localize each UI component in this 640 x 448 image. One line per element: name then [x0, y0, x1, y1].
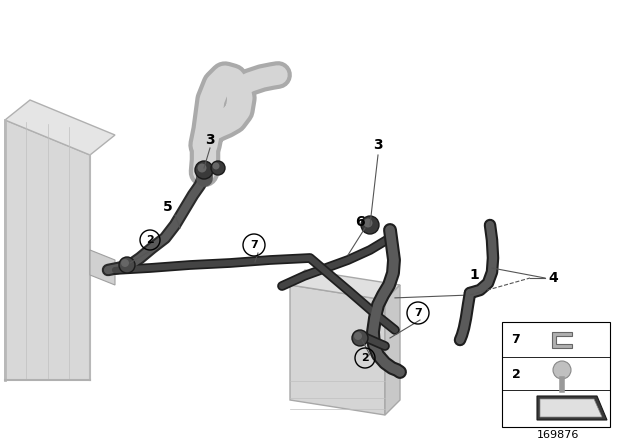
Circle shape: [361, 216, 379, 234]
Polygon shape: [5, 120, 90, 380]
Circle shape: [553, 361, 571, 379]
Text: 4: 4: [548, 271, 558, 285]
Circle shape: [354, 332, 362, 340]
Circle shape: [352, 330, 368, 346]
Polygon shape: [552, 332, 572, 348]
Circle shape: [212, 163, 220, 169]
Text: 3: 3: [373, 138, 383, 152]
Polygon shape: [5, 100, 115, 155]
Text: 2: 2: [511, 367, 520, 380]
Text: 7: 7: [511, 332, 520, 345]
Polygon shape: [537, 396, 607, 420]
Text: 2: 2: [361, 353, 369, 363]
Polygon shape: [385, 285, 400, 415]
Text: 7: 7: [414, 308, 422, 318]
Text: 3: 3: [205, 133, 215, 147]
Text: 6: 6: [355, 215, 365, 229]
FancyBboxPatch shape: [502, 322, 610, 427]
Text: 2: 2: [146, 235, 154, 245]
Polygon shape: [540, 399, 602, 417]
Polygon shape: [290, 270, 400, 300]
Text: 169876: 169876: [537, 430, 579, 440]
Circle shape: [211, 161, 225, 175]
Polygon shape: [90, 250, 115, 285]
Circle shape: [119, 257, 135, 273]
Circle shape: [198, 164, 207, 172]
Polygon shape: [290, 285, 385, 415]
Text: 7: 7: [250, 240, 258, 250]
Circle shape: [364, 219, 372, 228]
Circle shape: [195, 161, 213, 179]
Text: 5: 5: [163, 200, 173, 214]
Text: 1: 1: [469, 268, 479, 282]
Circle shape: [121, 259, 129, 267]
